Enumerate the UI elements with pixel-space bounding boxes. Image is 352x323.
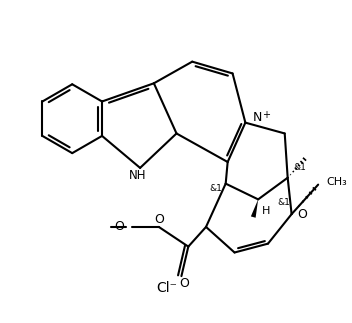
Text: CH₃: CH₃ — [326, 177, 347, 187]
Text: &1: &1 — [294, 163, 307, 172]
Text: &1: &1 — [277, 198, 290, 207]
Text: &1: &1 — [209, 184, 222, 193]
Text: NH: NH — [128, 169, 146, 182]
Text: O: O — [114, 220, 124, 234]
Text: O: O — [297, 208, 307, 221]
Text: O: O — [180, 277, 189, 290]
Text: N: N — [252, 111, 262, 124]
Text: O: O — [154, 213, 164, 225]
Polygon shape — [251, 199, 258, 218]
Text: Cl⁻: Cl⁻ — [156, 281, 177, 295]
Text: +: + — [262, 110, 270, 120]
Text: H: H — [262, 206, 270, 216]
